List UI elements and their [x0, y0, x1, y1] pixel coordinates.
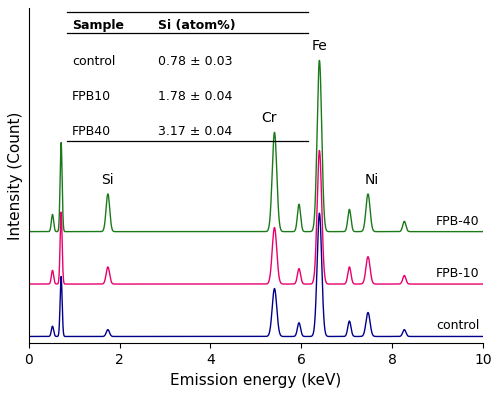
- Text: 0.78 ± 0.03: 0.78 ± 0.03: [158, 55, 233, 68]
- Text: FPB-10: FPB-10: [436, 267, 479, 280]
- Text: Si: Si: [102, 173, 114, 187]
- Text: FPB40: FPB40: [72, 125, 111, 138]
- X-axis label: Emission energy (keV): Emission energy (keV): [170, 373, 342, 388]
- Text: FPB-40: FPB-40: [436, 215, 479, 228]
- Text: Ni: Ni: [364, 173, 379, 187]
- Text: FPB10: FPB10: [72, 90, 111, 103]
- Text: Si (atom%): Si (atom%): [158, 19, 236, 32]
- Text: control: control: [436, 319, 479, 332]
- Text: Fe: Fe: [312, 40, 328, 53]
- Y-axis label: Intensity (Count): Intensity (Count): [8, 112, 24, 240]
- Text: Sample: Sample: [72, 19, 124, 32]
- Text: 3.17 ± 0.04: 3.17 ± 0.04: [158, 125, 232, 138]
- Text: control: control: [72, 55, 116, 68]
- Text: 1.78 ± 0.04: 1.78 ± 0.04: [158, 90, 232, 103]
- Text: Cr: Cr: [262, 111, 277, 126]
